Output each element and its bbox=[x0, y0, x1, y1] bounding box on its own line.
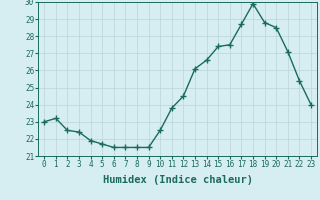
X-axis label: Humidex (Indice chaleur): Humidex (Indice chaleur) bbox=[103, 175, 252, 185]
